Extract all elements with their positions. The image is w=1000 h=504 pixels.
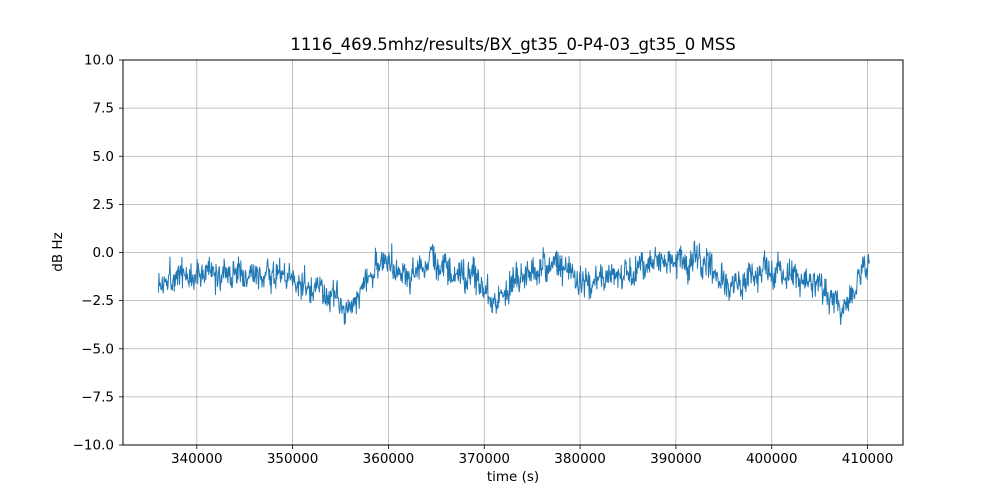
y-axis-label: dB Hz	[50, 232, 66, 271]
x-axis-label: time (s)	[487, 469, 539, 485]
series-lines	[157, 240, 870, 326]
x-tick-labels: 340000 350000 360000 370000 380000 390000 4000…	[171, 451, 893, 467]
y-tick-label: 2.5	[93, 197, 114, 213]
y-tick-label: −2.5	[81, 293, 114, 309]
x-tick-label: 380000	[554, 451, 606, 467]
y-tick-label: −7.5	[81, 389, 114, 405]
x-tick-label: 390000	[650, 451, 702, 467]
y-tick-label: 5.0	[93, 149, 114, 165]
y-tick-labels: −10.0 −7.5 −5.0 −2.5 0.0 2.5 5.0 7.5 10.0	[73, 53, 114, 454]
y-tick-label: 0.0	[93, 245, 114, 261]
y-tick-label: 10.0	[84, 53, 114, 69]
series-path	[157, 240, 870, 326]
y-tick-label: −10.0	[73, 438, 114, 454]
tick-marks	[119, 59, 868, 449]
x-tick-label: 400000	[746, 451, 798, 467]
chart-title: 1116_469.5mhz/results/BX_gt35_0-P4-03_gt…	[290, 35, 735, 55]
y-tick-label: 7.5	[93, 101, 114, 117]
grid-lines	[123, 59, 903, 446]
x-tick-label: 340000	[171, 451, 223, 467]
x-tick-label: 350000	[267, 451, 319, 467]
x-tick-label: 360000	[363, 451, 415, 467]
y-tick-label: −5.0	[81, 341, 114, 357]
x-tick-label: 370000	[458, 451, 510, 467]
x-tick-label: 410000	[842, 451, 894, 467]
